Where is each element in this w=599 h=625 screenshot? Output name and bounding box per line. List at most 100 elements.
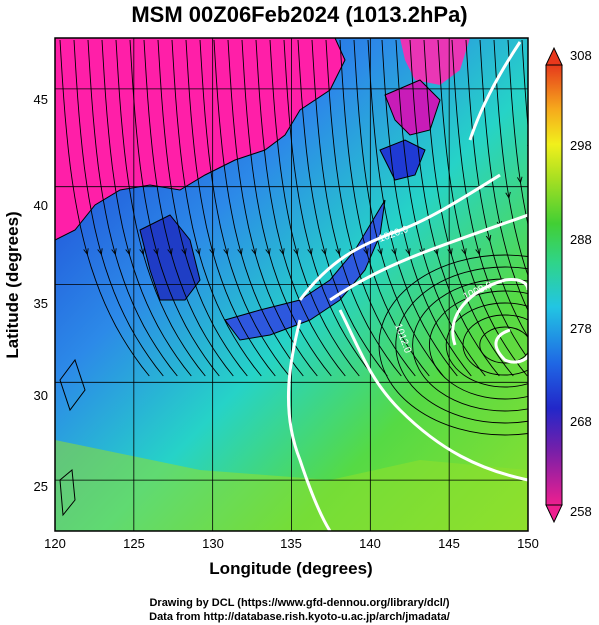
streamline-arrow xyxy=(475,248,481,256)
credit-line-2: Data from http://database.rish.kyoto-u.a… xyxy=(149,611,450,623)
x-tick-label: 140 xyxy=(359,536,381,551)
gridlines xyxy=(55,38,528,531)
streamline xyxy=(255,39,346,377)
streamline xyxy=(493,39,528,277)
streamline xyxy=(465,39,528,338)
y-axis-label: Latitude (degrees) xyxy=(3,211,22,358)
streamline-arrow xyxy=(363,248,369,256)
colorbar-tick: 308 xyxy=(570,48,592,63)
streamline-arrow xyxy=(461,248,467,256)
low-circulation-streamline xyxy=(462,314,528,376)
streamline xyxy=(73,39,164,377)
streamline xyxy=(353,39,444,377)
x-tick-label: 145 xyxy=(438,536,460,551)
streamline xyxy=(87,39,178,377)
streamline-arrow xyxy=(209,248,215,256)
streamline-arrow xyxy=(485,234,492,242)
colorbar-tick: 278 xyxy=(570,321,592,336)
streamline xyxy=(423,39,514,377)
streamline-arrow xyxy=(223,248,229,256)
colorbar-tick: 288 xyxy=(570,232,592,247)
map-frame xyxy=(54,37,529,532)
streamline xyxy=(59,39,150,377)
japan-hokkaido xyxy=(380,140,425,180)
colorbar-min-arrow xyxy=(545,504,563,524)
isobar-sw xyxy=(287,319,332,531)
streamline-arrow xyxy=(517,176,523,184)
streamline-arrow xyxy=(195,248,201,256)
y-tick-label: 45 xyxy=(34,92,48,107)
streamline xyxy=(311,39,402,377)
x-axis-label: Longitude (degrees) xyxy=(209,559,372,578)
y-tick-label: 30 xyxy=(34,388,48,403)
temperature-field xyxy=(55,38,528,531)
coastlines xyxy=(55,38,441,517)
pressure-contours xyxy=(287,41,528,531)
low-circulation-streamline xyxy=(395,266,528,424)
colorbar-tick: 298 xyxy=(570,138,592,153)
low-circulation-streamline xyxy=(479,326,528,364)
credit-line-1: Drawing by DCL (https://www.gfd-dennou.o… xyxy=(149,597,450,609)
isobar-1004 xyxy=(494,328,528,364)
streamline xyxy=(409,39,500,377)
streamline-arrow xyxy=(111,248,117,256)
streamline-arrow xyxy=(167,248,173,256)
streamline-arrow xyxy=(83,248,89,256)
x-tick-label: 130 xyxy=(202,536,224,551)
colorbar-tick: 268 xyxy=(570,414,592,429)
streamline-arrow xyxy=(279,248,285,256)
streamline xyxy=(199,39,290,377)
y-tick-label: 40 xyxy=(34,198,48,213)
isobar-1008 xyxy=(451,278,528,346)
streamline xyxy=(507,39,528,227)
streamline-arrow xyxy=(125,248,131,256)
streamline-arrow xyxy=(237,248,243,256)
streamline-arrow xyxy=(433,248,439,256)
streamline xyxy=(101,39,192,377)
streamline xyxy=(227,39,318,377)
colorbar-scale xyxy=(545,64,563,506)
streamline xyxy=(171,39,262,377)
streamline xyxy=(185,39,276,377)
x-tick-label: 120 xyxy=(44,536,66,551)
y-tick-label: 35 xyxy=(34,296,48,311)
korea-peninsula xyxy=(140,215,200,300)
low-circulation-streamline xyxy=(445,302,528,388)
streamline xyxy=(241,39,332,377)
streamline-arrow xyxy=(391,248,397,256)
streamline xyxy=(479,39,528,312)
streamline xyxy=(297,39,388,377)
streamline-arrow xyxy=(251,248,257,256)
wind-streamlines xyxy=(59,39,528,436)
streamline-arrow xyxy=(293,248,299,256)
isobar-1016 xyxy=(329,213,528,302)
y-tick-label: 25 xyxy=(34,479,48,494)
streamline-arrow xyxy=(265,248,271,256)
streamline xyxy=(157,39,248,377)
streamline-arrow xyxy=(153,248,159,256)
cold-land-northeast xyxy=(385,80,440,135)
low-circulation-streamline xyxy=(378,254,528,436)
streamline-arrow xyxy=(377,248,383,256)
streamline xyxy=(115,39,206,377)
streamline xyxy=(283,39,374,377)
low-circulation-streamline xyxy=(428,290,528,400)
isobar-east-ridge xyxy=(468,41,522,141)
streamline xyxy=(143,39,234,377)
chart-title: MSM 00Z06Feb2024 (1013.2hPa) xyxy=(131,2,468,27)
x-tick-label: 135 xyxy=(280,536,302,551)
streamline-arrow xyxy=(97,248,103,256)
streamline-arrow xyxy=(419,248,425,256)
streamline-arrow xyxy=(335,248,341,256)
streamline xyxy=(395,39,486,377)
x-axis: 120 125 130 135 140 145 150 xyxy=(44,536,539,551)
colorbar-max-arrow xyxy=(545,46,563,66)
y-axis: 25 30 35 40 45 xyxy=(34,92,48,494)
streamline xyxy=(129,39,220,377)
streamline xyxy=(213,39,304,377)
streamline-arrow xyxy=(447,248,453,256)
streamline-arrow xyxy=(405,248,411,256)
x-tick-label: 125 xyxy=(123,536,145,551)
streamline-arrow xyxy=(307,248,313,256)
